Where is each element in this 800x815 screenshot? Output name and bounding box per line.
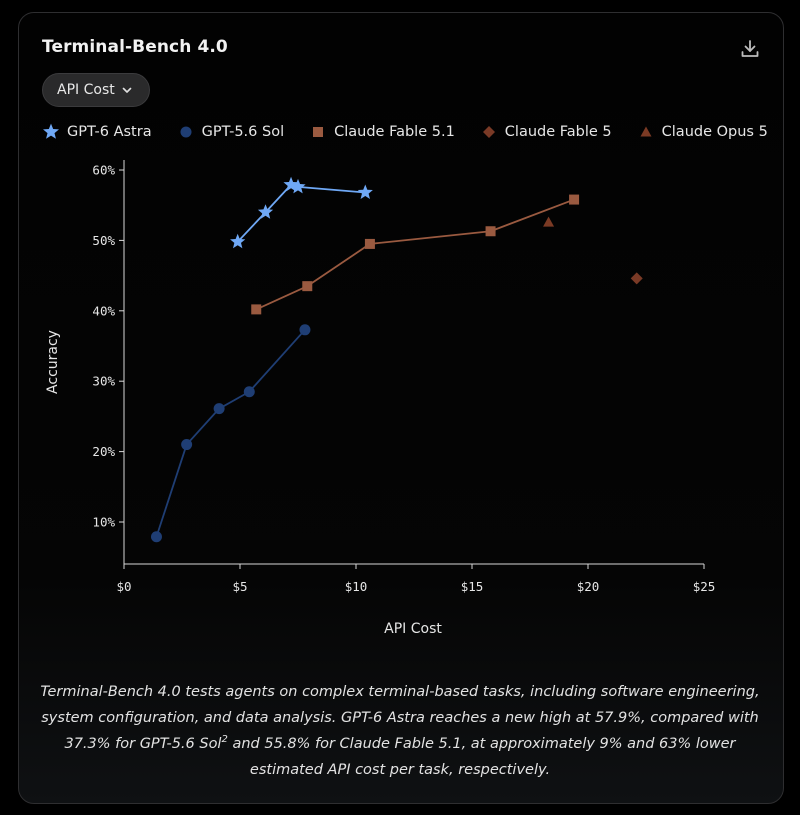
x-tick-label: $0 bbox=[116, 579, 131, 594]
data-point-gpt-6-astra bbox=[290, 178, 306, 194]
y-tick-label: 40% bbox=[92, 303, 115, 318]
y-tick-label: 50% bbox=[92, 233, 115, 248]
legend-symbol-claude-opus-5 bbox=[640, 126, 652, 137]
data-point-gpt-6-astra bbox=[357, 184, 373, 199]
download-button[interactable] bbox=[738, 37, 762, 61]
legend-marker-gpt-5-6-sol bbox=[180, 126, 192, 138]
data-point-claude-fable-5-1 bbox=[485, 226, 496, 237]
x-tick-label: $10 bbox=[345, 579, 368, 594]
y-axis-label: Accuracy bbox=[45, 330, 61, 394]
caption-text-1: Terminal-Bench 4.0 tests agents on compl… bbox=[40, 684, 760, 752]
data-point-claude-opus-5 bbox=[543, 216, 555, 227]
legend-symbol-gpt-5-6-sol bbox=[180, 126, 192, 138]
legend-label-gpt-6-astra: GPT-6 Astra bbox=[67, 124, 152, 140]
legend-item-claude-fable-5: Claude Fable 5 bbox=[480, 123, 612, 141]
download-icon bbox=[741, 40, 759, 57]
series-line-gpt-5-6-sol bbox=[155, 329, 306, 538]
y-tick-label: 60% bbox=[92, 163, 115, 178]
y-tick-label: 10% bbox=[92, 515, 115, 530]
chart-title: Terminal-Bench 4.0 bbox=[42, 37, 228, 57]
legend-marker-claude-fable-5 bbox=[482, 126, 495, 138]
legend-label-gpt-5-6-sol: GPT-5.6 Sol bbox=[201, 124, 285, 140]
chevron-down-icon bbox=[121, 84, 133, 96]
legend-item-claude-fable-5-1: Claude Fable 5.1 bbox=[309, 123, 455, 141]
data-point-gpt-5-6-sol bbox=[299, 324, 311, 336]
metric-selector[interactable]: API Cost bbox=[42, 73, 150, 107]
legend-marker-gpt-6-astra bbox=[43, 123, 59, 139]
series-line-gpt-6-astra bbox=[237, 183, 366, 243]
metric-selector-label: API Cost bbox=[57, 82, 115, 98]
x-tick-label: $20 bbox=[577, 579, 600, 594]
legend-symbol-claude-fable-5-1 bbox=[313, 127, 324, 137]
data-point-claude-fable-5-1 bbox=[364, 238, 375, 249]
legend-symbol-gpt-6-astra bbox=[43, 123, 59, 139]
legend-label-claude-opus-5: Claude Opus 5 bbox=[661, 124, 768, 140]
data-point-claude-fable-5-1 bbox=[302, 281, 313, 292]
data-point-gpt-6-astra bbox=[283, 176, 299, 192]
chart-caption: Terminal-Bench 4.0 tests agents on compl… bbox=[40, 679, 760, 783]
x-axis-label: API Cost bbox=[384, 621, 442, 637]
legend-symbol-claude-fable-5 bbox=[482, 126, 495, 138]
data-point-gpt-5-6-sol bbox=[181, 439, 193, 451]
y-tick-label: 30% bbox=[92, 374, 115, 389]
data-point-claude-fable-5-1 bbox=[569, 194, 580, 205]
chart-card bbox=[18, 12, 784, 804]
y-tick-label: 20% bbox=[92, 444, 115, 459]
x-tick-label: $5 bbox=[232, 579, 247, 594]
chart-legend: GPT-6 Astra GPT-5.6 Sol Claude Fable 5.1 Cl… bbox=[42, 122, 793, 142]
data-point-gpt-5-6-sol bbox=[150, 531, 162, 543]
caption-text-2: and 55.8% for Claude Fable 5.1, at appro… bbox=[227, 736, 736, 778]
legend-label-claude-fable-5-1: Claude Fable 5.1 bbox=[334, 124, 455, 140]
series-line-claude-fable-5-1 bbox=[255, 198, 575, 311]
data-point-gpt-5-6-sol bbox=[213, 403, 225, 415]
legend-item-claude-opus-5: Claude Opus 5 bbox=[637, 123, 768, 141]
data-point-claude-fable-5 bbox=[630, 272, 643, 285]
legend-item-gpt-5-6-sol: GPT-5.6 Sol bbox=[177, 123, 285, 141]
data-point-gpt-5-6-sol bbox=[243, 386, 255, 398]
data-point-claude-fable-5-1 bbox=[251, 304, 262, 315]
legend-marker-claude-fable-5-1 bbox=[313, 127, 324, 137]
caption-footnote: 2 bbox=[221, 734, 228, 746]
x-tick-label: $25 bbox=[693, 579, 716, 594]
data-point-gpt-6-astra bbox=[257, 204, 274, 219]
legend-label-claude-fable-5: Claude Fable 5 bbox=[504, 124, 612, 140]
legend-marker-claude-opus-5 bbox=[640, 126, 652, 137]
legend-item-gpt-6-astra: GPT-6 Astra bbox=[42, 123, 152, 141]
data-point-gpt-6-astra bbox=[230, 233, 246, 249]
x-tick-label: $15 bbox=[461, 579, 484, 594]
